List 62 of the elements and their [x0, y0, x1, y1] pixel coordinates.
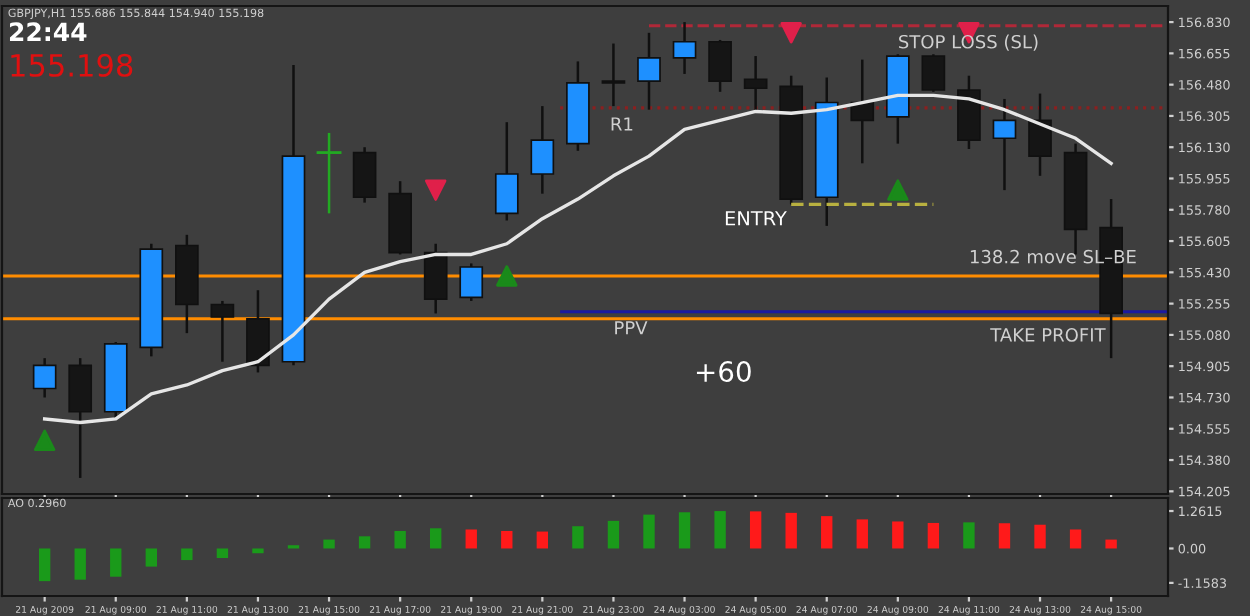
- candlestick: [68, 356, 93, 480]
- bar: [74, 548, 86, 580]
- bar: [181, 548, 193, 561]
- candlestick: [992, 97, 1017, 192]
- bar: [536, 531, 549, 549]
- ref-line-label: R1: [611, 117, 633, 131]
- ref-line-label: TAKE PROFIT: [990, 328, 1106, 342]
- bar: [145, 548, 157, 567]
- point: [33, 429, 56, 452]
- bar: [252, 548, 264, 554]
- bar: [607, 520, 620, 549]
- bar: [1034, 524, 1046, 549]
- candlestick: [672, 20, 697, 76]
- candlestick: [210, 299, 235, 363]
- bar: [998, 523, 1011, 549]
- annotation: 155.198: [11, 53, 133, 77]
- ref-line-label: STOP LOSS (SL): [899, 34, 1038, 51]
- bar: [643, 514, 655, 549]
- candlestick: [246, 288, 270, 374]
- candlestick: [32, 356, 57, 399]
- candlestick: [1028, 92, 1052, 178]
- candlestick: [494, 120, 519, 222]
- point: [496, 265, 518, 287]
- bar: [856, 519, 868, 549]
- candlestick: [352, 145, 377, 204]
- bar: [785, 512, 797, 549]
- candlestick: [601, 42, 626, 108]
- ref-line-label: 138.2 move SL–BE: [970, 249, 1136, 264]
- point: [424, 179, 447, 201]
- bar: [501, 530, 513, 549]
- candlestick: [315, 131, 343, 215]
- bar: [216, 548, 229, 558]
- bar: [358, 536, 371, 549]
- candlestick: [637, 31, 661, 111]
- bar: [110, 548, 122, 577]
- bar: [323, 539, 335, 549]
- annotation: +60: [696, 361, 751, 383]
- annotation: ENTRY: [725, 211, 787, 226]
- annotation: 22:44: [9, 22, 87, 41]
- bar: [1069, 529, 1082, 549]
- candlestick: [743, 54, 768, 113]
- candlestick: [708, 38, 732, 94]
- bar: [394, 530, 406, 549]
- candlestick: [459, 262, 484, 303]
- bar: [963, 522, 975, 549]
- bar: [749, 511, 762, 549]
- bar: [465, 529, 477, 549]
- bar: [572, 526, 584, 549]
- bar: [38, 548, 51, 582]
- bar: [430, 528, 442, 549]
- point: [780, 22, 802, 44]
- bar: [927, 522, 940, 549]
- candlestick: [423, 242, 448, 315]
- point: [887, 179, 909, 201]
- bar: [714, 511, 726, 549]
- bar: [1105, 539, 1117, 549]
- ref-line-label: PPV: [615, 321, 648, 335]
- candlestick: [530, 104, 555, 195]
- candlestick: [921, 53, 946, 94]
- bar: [821, 516, 833, 549]
- bar: [678, 512, 691, 549]
- bar: [892, 521, 904, 549]
